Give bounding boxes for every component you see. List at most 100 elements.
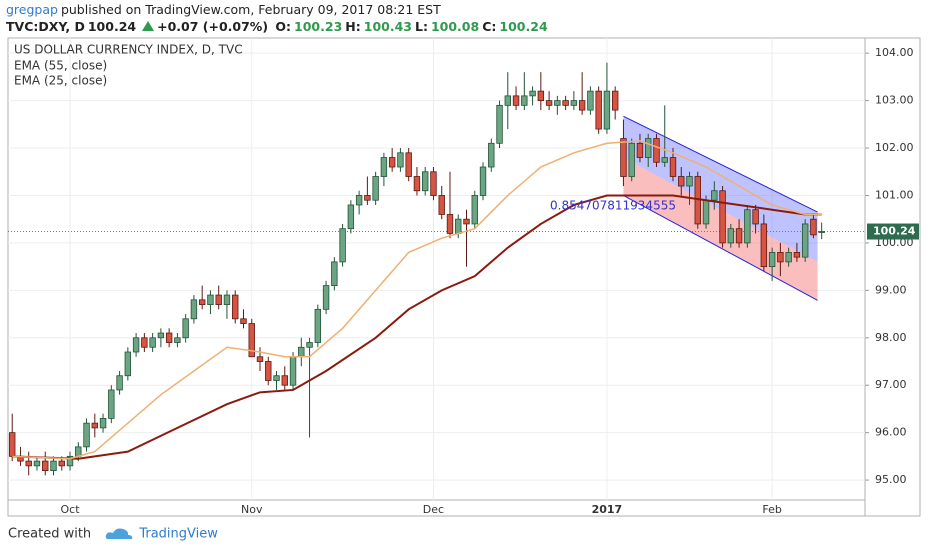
candle-body <box>42 460 49 471</box>
y-tick-label: 98.00 <box>875 331 907 344</box>
channel-line <box>623 195 818 301</box>
candle-body <box>397 152 404 168</box>
candle-body <box>306 342 313 348</box>
candle-body <box>273 375 280 381</box>
candle-body <box>83 422 90 448</box>
symbol: TVC:DXY, D <box>6 19 85 34</box>
header-line: gregpap published on TradingView.com, Feb… <box>6 2 444 17</box>
h-value: 100.43 <box>363 19 412 34</box>
x-tick-label: Nov <box>241 503 263 516</box>
y-tick-label: 97.00 <box>875 378 907 391</box>
y-tick-label: 103.00 <box>875 94 914 107</box>
candle-body <box>678 176 685 187</box>
candle-body <box>471 195 478 225</box>
candle-body <box>58 460 65 467</box>
y-tick-label: 104.00 <box>875 46 914 59</box>
channel-label: 0.854707811934555 <box>550 199 676 213</box>
candle-body <box>562 100 569 106</box>
y-tick-label: 99.00 <box>875 283 907 296</box>
candle-body <box>735 228 743 244</box>
y-tick-label: 96.00 <box>875 426 907 439</box>
candle-body <box>504 95 511 106</box>
price: 100.24 <box>87 19 137 34</box>
candle-body <box>364 195 371 201</box>
l-value: 100.08 <box>430 19 480 34</box>
candle-body <box>603 90 611 130</box>
candle-body <box>8 432 16 457</box>
candle-body <box>116 375 123 391</box>
candle-body <box>108 389 115 419</box>
candle-body <box>496 104 503 144</box>
candle-body <box>322 285 330 310</box>
candle-body <box>248 323 255 358</box>
o-value: 100.23 <box>294 19 343 34</box>
c-label: C: <box>482 19 497 34</box>
candle-body <box>314 308 322 343</box>
y-tick-label: 101.00 <box>875 188 914 201</box>
candle-body <box>669 157 677 177</box>
candle-body <box>75 446 82 457</box>
candle-body <box>545 100 553 106</box>
candle-body <box>124 351 132 377</box>
h-label: H: <box>345 19 361 34</box>
author[interactable]: gregpap <box>6 2 58 17</box>
published: published on TradingView.com, February 0… <box>60 2 441 17</box>
x-tick-label: Oct <box>61 503 81 516</box>
candle-body <box>355 195 363 206</box>
candle-body <box>752 209 759 225</box>
candle-body <box>529 90 536 97</box>
brand-logo <box>106 528 133 539</box>
created-with: Created with <box>8 526 92 542</box>
candle-body <box>198 299 206 305</box>
ema-line <box>12 194 822 460</box>
channel-line <box>623 115 818 213</box>
candle-body <box>33 460 41 467</box>
candle-body <box>636 142 644 158</box>
candle-body <box>149 337 156 348</box>
candle-body <box>388 157 396 168</box>
candle-body <box>537 90 545 102</box>
legend-item: EMA (25, close) <box>14 74 107 88</box>
x-tick-label: Feb <box>762 503 781 516</box>
price-label-box <box>867 223 919 240</box>
candle-body <box>372 176 379 201</box>
candle-body <box>298 346 305 358</box>
candle-body <box>760 223 768 268</box>
candle-body <box>744 209 751 244</box>
candle-body <box>645 138 652 158</box>
candle-body <box>702 199 710 225</box>
candle-body <box>380 157 388 177</box>
price-label: 100.24 <box>873 225 916 238</box>
candle-body <box>611 90 619 111</box>
x-tick-label: 2017 <box>592 503 623 516</box>
candle-body <box>620 138 627 177</box>
candle-body <box>141 337 148 348</box>
candle-body <box>810 218 817 236</box>
candle-body <box>215 294 222 305</box>
candle-body <box>25 460 32 467</box>
candle-body <box>595 90 602 130</box>
candle-body <box>578 100 586 111</box>
change: +0.07 (+0.07%) <box>157 19 269 34</box>
candle-body <box>785 251 792 263</box>
candle-body <box>587 90 594 111</box>
y-tick-label: 102.00 <box>875 141 914 154</box>
candle-body <box>331 261 338 287</box>
candle-body <box>413 176 421 192</box>
candle-body <box>339 228 346 263</box>
candle-body <box>653 138 660 163</box>
candle-body <box>818 231 825 233</box>
up-icon <box>142 21 155 31</box>
quote-line: TVC:DXY, D 100.24 +0.07 (+0.07%) O: 100.23 H… <box>6 19 551 34</box>
candle-body <box>66 455 74 467</box>
candle-body <box>421 171 429 192</box>
candle-body <box>190 299 198 320</box>
candle-body <box>686 176 693 187</box>
brand[interactable]: TradingView <box>139 526 218 542</box>
candle-body <box>719 190 726 244</box>
x-tick-label: Dec <box>423 503 444 516</box>
candle-body <box>265 361 272 381</box>
candle-body <box>570 100 578 106</box>
candle-body <box>50 460 57 471</box>
